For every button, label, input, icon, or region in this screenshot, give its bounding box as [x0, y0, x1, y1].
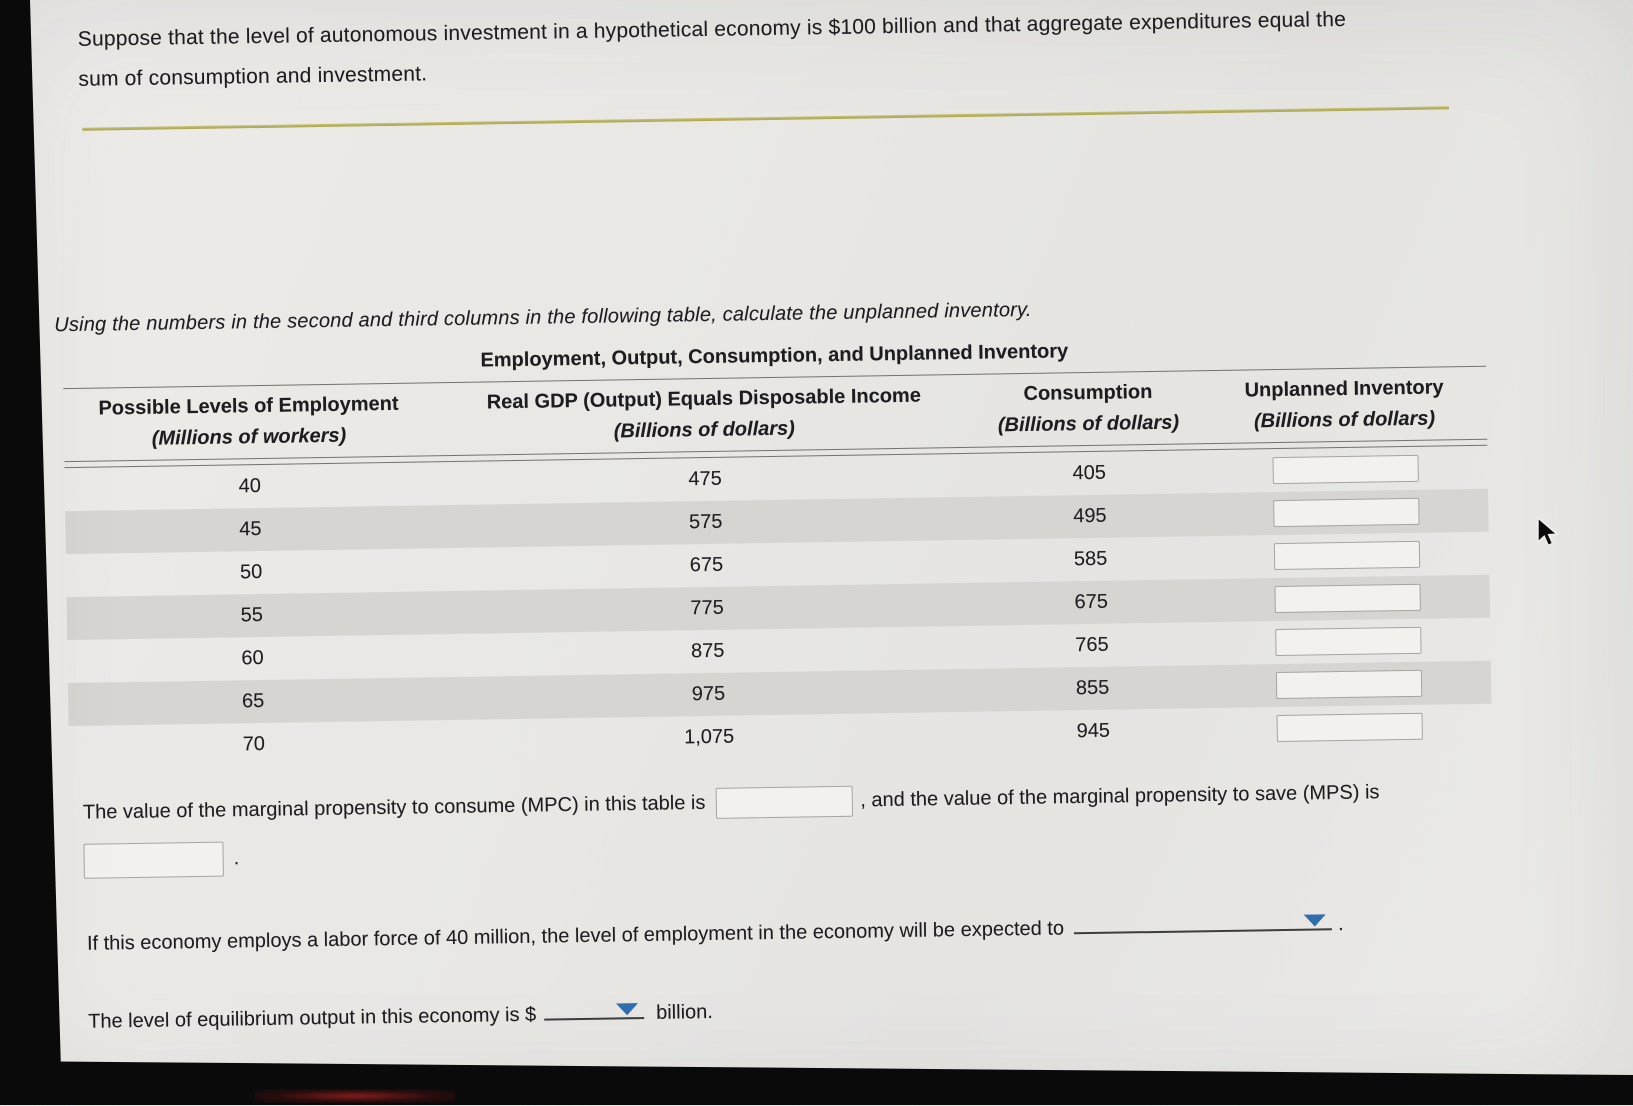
employment-question-period: . [1337, 913, 1344, 936]
table-body: 40 475 405 45 575 495 50 675 585 55 775 [64, 444, 1493, 770]
employment-cell: 55 [240, 603, 264, 627]
consumption-cell: 945 [1076, 719, 1111, 743]
employment-question: If this economy employs a labor force of… [87, 908, 1344, 956]
equilibrium-output-select[interactable] [543, 997, 645, 1021]
consumption-cell: 765 [1075, 633, 1109, 657]
consumption-cell: 585 [1073, 547, 1108, 571]
employment-cell: 60 [241, 646, 264, 670]
column-label: Unplanned Inventory [1244, 376, 1444, 402]
dropdown-arrow-icon [615, 1003, 639, 1016]
mpc-question-text-2: , and the value of the marginal propensi… [860, 781, 1380, 812]
column-header-employment: Possible Levels of Employment (Millions … [63, 392, 434, 452]
mouse-cursor-icon [1537, 517, 1559, 547]
column-label: Real GDP (Output) Equals Disposable Inco… [486, 384, 922, 414]
gdp-cell: 775 [690, 596, 724, 620]
column-units: (Millions of workers) [151, 424, 347, 450]
unplanned-inventory-input[interactable] [1272, 454, 1419, 485]
employment-change-select[interactable] [1073, 908, 1333, 935]
consumption-cell: 675 [1074, 590, 1109, 614]
consumption-cell: 855 [1075, 676, 1110, 700]
inventory-table: Possible Levels of Employment (Millions … [63, 365, 1493, 770]
equilibrium-question: The level of equilibrium output in this … [88, 996, 713, 1034]
equilibrium-question-suffix: billion. [655, 1000, 714, 1024]
gdp-cell: 475 [688, 467, 722, 491]
employment-cell: 40 [238, 475, 262, 498]
gdp-cell: 875 [690, 639, 725, 663]
unplanned-inventory-input[interactable] [1274, 626, 1422, 657]
consumption-cell: 405 [1072, 461, 1107, 485]
gdp-cell: 1,075 [683, 725, 735, 749]
unplanned-inventory-input[interactable] [1273, 540, 1420, 571]
column-units: (Billions of dollars) [997, 411, 1180, 437]
screen-edge-reflection [255, 1089, 455, 1103]
consumption-cell: 495 [1073, 504, 1107, 528]
unplanned-inventory-input[interactable] [1275, 669, 1422, 700]
gdp-cell: 575 [688, 510, 723, 534]
column-label: Consumption [1023, 380, 1153, 406]
column-label: Possible Levels of Employment [98, 392, 399, 420]
column-header-consumption: Consumption (Billions of dollars) [974, 380, 1202, 438]
mpc-question-period: . [233, 847, 240, 870]
column-units: (Billions of dollars) [613, 417, 796, 443]
column-units: (Billions of dollars) [1253, 407, 1436, 433]
instruction-text: Using the numbers in the second and thir… [54, 298, 1032, 337]
employment-question-text: If this economy employs a labor force of… [86, 917, 1065, 955]
employment-cell: 70 [242, 732, 266, 756]
mpc-question-text-1: The value of the marginal propensity to … [82, 791, 706, 824]
column-header-gdp: Real GDP (Output) Equals Disposable Inco… [433, 384, 975, 446]
employment-cell: 45 [239, 517, 262, 541]
employment-cell: 50 [239, 560, 263, 584]
question-intro: Suppose that the level of autonomous inv… [77, 0, 1468, 100]
unplanned-inventory-input[interactable] [1272, 497, 1420, 528]
unplanned-inventory-input[interactable] [1276, 712, 1423, 743]
mpc-question: The value of the marginal propensity to … [83, 775, 1554, 879]
employment-cell: 65 [241, 689, 265, 713]
unplanned-inventory-input[interactable] [1274, 583, 1421, 614]
mps-input[interactable] [83, 841, 224, 879]
gdp-cell: 675 [689, 553, 724, 577]
mpc-input[interactable] [715, 785, 853, 819]
equilibrium-question-text: The level of equilibrium output in this … [88, 1003, 537, 1033]
dropdown-arrow-icon [1303, 914, 1327, 927]
column-header-unplanned-inventory: Unplanned Inventory (Billions of dollars… [1202, 376, 1487, 434]
divider-line [82, 106, 1450, 131]
gdp-cell: 975 [691, 682, 726, 706]
